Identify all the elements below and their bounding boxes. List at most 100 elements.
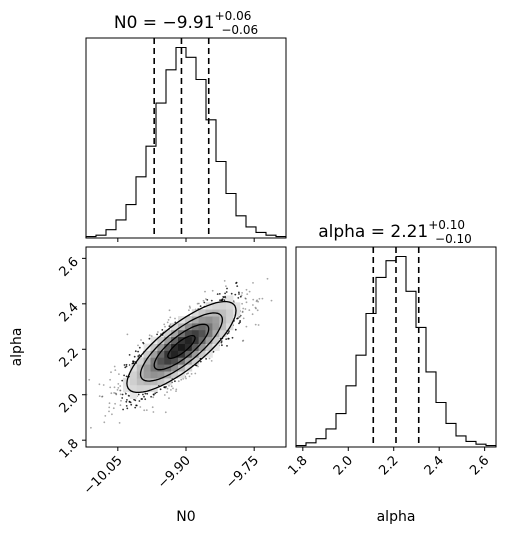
scatter-point [119,385,122,387]
title-alpha-plus: +0.10 [428,218,465,232]
scatter-point [119,393,122,396]
density-cell [150,357,158,365]
scatter-point [119,404,122,407]
scatter-point [248,290,251,293]
scatter-point [117,387,120,389]
scatter-point [188,375,191,378]
density-cell [198,309,206,317]
scatter-point [206,299,209,301]
scatter-point [223,299,226,302]
scatter-point [225,291,228,293]
contour-level-1 [153,323,210,371]
density-cell [164,357,172,365]
density-cell [150,350,158,358]
scatter-point [115,393,118,396]
scatter-point [121,393,124,396]
scatter-point [110,371,112,374]
density-cell [150,371,158,379]
scatter-point [137,355,140,357]
density-cell [157,350,165,358]
scatter-point [128,354,131,356]
density-cell [212,336,220,344]
scatter-point [221,299,224,302]
scatter-point [156,333,159,336]
density-cell [212,316,220,324]
xlabel-alpha: alpha [377,509,416,525]
scatter-point [165,386,167,388]
contour-levels [126,300,237,394]
scatter-point [203,301,206,304]
scatter-point [255,300,258,303]
density-cell [143,384,151,393]
scatter-point [258,297,261,300]
scatter-point [142,341,145,344]
density-cell [205,322,213,331]
scatter-point [122,408,124,411]
scatter-point [140,339,142,341]
density-cell [164,329,172,338]
scatter-point [174,380,176,383]
scatter-point [164,325,166,328]
density-cell [184,329,193,338]
density-cell [164,343,172,351]
scatter-point [112,407,115,410]
ytick-label-alpha-3: 2.4 [57,300,82,325]
scatter-point [205,298,207,300]
scatter-point [204,290,206,293]
density-cell [129,377,138,386]
density-cell [171,350,179,358]
scatter-point [199,360,202,363]
scatter-point [103,421,106,424]
scatter-point [168,397,170,400]
scatter-point [224,292,227,295]
xtick-label-n0-2: −9.75 [223,453,262,492]
scatter-point [146,392,149,395]
scatter-point [125,375,128,378]
density-cell [129,384,138,393]
scatter-point [126,333,129,336]
panel-joint: −10.05 −9.90 −9.75 1.8 2.0 2.2 2.4 2.6 N0 alpha [9,246,287,525]
scatter-point [130,403,133,406]
density-cell [205,350,213,358]
density-cell [212,322,220,331]
scatter-point [234,328,237,331]
scatter-point [110,392,113,395]
title-n0-sign: − [162,13,176,33]
scatter-point [189,307,192,309]
scatter-point [241,310,244,313]
xlabel-n0: N0 [176,509,195,525]
contour-level-0 [167,334,196,360]
density-cell [164,336,172,344]
scatter-point [238,293,240,295]
title-n0-minus: −0.06 [221,23,258,37]
scatter-point [226,287,228,290]
scatter-point [220,341,223,344]
density-cell [123,384,131,393]
density-cell [205,343,213,351]
panel-title-alpha: alpha = 2.21+0.10 −0.10 [318,218,472,246]
title-n0-prefix: N0 = [114,13,163,33]
density-cell [198,329,206,338]
scatter-point [114,369,117,371]
scatter-point [115,392,118,395]
density-cell [219,302,227,310]
density-cell [171,322,179,331]
title-n0-plus: +0.06 [215,9,252,23]
histogram-n0 [85,46,287,238]
scatter-point [270,299,273,302]
ytick-label-alpha-4: 2.6 [57,255,82,280]
scatter-point [148,334,151,337]
scatter-point [197,365,199,368]
panel-hist-alpha: alpha = 2.21+0.10 −0.10 1.8 2.0 2.2 2.4 2.6 a… [285,218,497,525]
scatter-point [167,319,170,321]
scatter-point [175,390,177,392]
scatter-point [139,406,142,408]
scatter-point [168,325,171,327]
scatter-point [151,406,154,409]
scatter-point [163,394,166,396]
scatter-point [266,277,269,280]
density-cell [205,316,213,324]
scatter-point [111,413,113,416]
scatter-point [198,302,200,305]
